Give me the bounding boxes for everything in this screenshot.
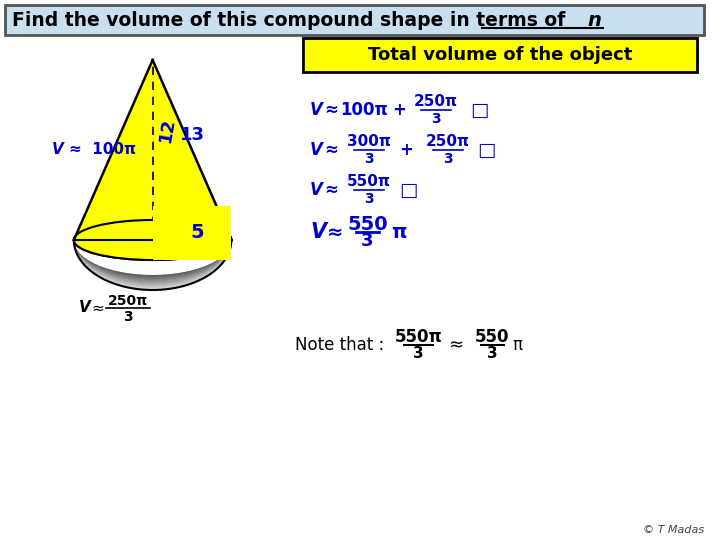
Polygon shape bbox=[74, 240, 231, 284]
Text: π: π bbox=[391, 222, 406, 241]
Polygon shape bbox=[74, 240, 231, 281]
FancyBboxPatch shape bbox=[303, 38, 697, 72]
Text: ≈: ≈ bbox=[91, 300, 104, 315]
Text: V: V bbox=[78, 300, 91, 315]
Polygon shape bbox=[74, 240, 231, 283]
Polygon shape bbox=[74, 240, 231, 278]
Text: 3: 3 bbox=[413, 347, 424, 361]
Text: π: π bbox=[512, 336, 522, 354]
Text: 3: 3 bbox=[444, 152, 453, 166]
Polygon shape bbox=[74, 240, 231, 286]
Text: V: V bbox=[310, 181, 323, 199]
Polygon shape bbox=[74, 240, 231, 289]
Polygon shape bbox=[74, 240, 231, 287]
Polygon shape bbox=[74, 240, 231, 279]
Text: 550: 550 bbox=[347, 214, 387, 233]
Text: ≈: ≈ bbox=[327, 222, 343, 241]
Text: 550: 550 bbox=[475, 328, 510, 346]
Text: 300π: 300π bbox=[347, 134, 391, 150]
Polygon shape bbox=[74, 240, 231, 277]
Polygon shape bbox=[74, 240, 231, 282]
Text: □: □ bbox=[477, 140, 496, 159]
Polygon shape bbox=[74, 240, 231, 285]
Polygon shape bbox=[74, 240, 231, 280]
Text: +: + bbox=[392, 101, 406, 119]
Ellipse shape bbox=[74, 220, 231, 260]
Polygon shape bbox=[74, 240, 231, 284]
Text: 13: 13 bbox=[180, 126, 205, 144]
FancyBboxPatch shape bbox=[5, 5, 704, 35]
Text: V: V bbox=[310, 141, 323, 159]
Text: 3: 3 bbox=[364, 152, 374, 166]
Text: 3: 3 bbox=[364, 192, 374, 206]
Text: ≈: ≈ bbox=[324, 181, 338, 199]
Text: 3: 3 bbox=[431, 112, 441, 126]
Text: 550π: 550π bbox=[395, 328, 442, 346]
Text: □: □ bbox=[399, 180, 417, 199]
Polygon shape bbox=[74, 240, 231, 282]
Text: ≈  100π: ≈ 100π bbox=[69, 143, 136, 158]
Text: 250π: 250π bbox=[426, 134, 470, 150]
Text: 550π: 550π bbox=[347, 174, 391, 190]
Text: Total volume of the object: Total volume of the object bbox=[368, 46, 632, 64]
Polygon shape bbox=[74, 240, 231, 281]
Polygon shape bbox=[74, 240, 231, 276]
Ellipse shape bbox=[74, 220, 231, 260]
Text: □: □ bbox=[471, 100, 489, 119]
Text: 250π: 250π bbox=[108, 294, 148, 308]
Polygon shape bbox=[74, 240, 231, 280]
Polygon shape bbox=[74, 240, 231, 285]
Polygon shape bbox=[74, 240, 231, 286]
Polygon shape bbox=[74, 240, 231, 276]
Text: 5: 5 bbox=[190, 224, 204, 242]
Text: ≈: ≈ bbox=[324, 141, 338, 159]
Text: Note that :: Note that : bbox=[295, 336, 384, 354]
Text: 3: 3 bbox=[361, 232, 374, 250]
FancyBboxPatch shape bbox=[153, 206, 231, 260]
Text: n: n bbox=[588, 10, 602, 30]
Polygon shape bbox=[74, 240, 231, 289]
Text: ≈: ≈ bbox=[324, 101, 338, 119]
Text: V: V bbox=[53, 143, 64, 158]
Text: © T Madas: © T Madas bbox=[643, 525, 704, 535]
Polygon shape bbox=[74, 240, 231, 279]
Text: 12: 12 bbox=[156, 116, 179, 144]
Text: 3: 3 bbox=[123, 310, 132, 324]
Text: V: V bbox=[310, 222, 326, 242]
Text: +: + bbox=[399, 141, 413, 159]
Polygon shape bbox=[74, 240, 231, 275]
Polygon shape bbox=[74, 240, 231, 290]
Text: 3: 3 bbox=[487, 347, 498, 361]
Text: Find the volume of this compound shape in terms of: Find the volume of this compound shape i… bbox=[12, 10, 572, 30]
Polygon shape bbox=[74, 240, 231, 288]
Polygon shape bbox=[74, 240, 231, 280]
Text: 250π: 250π bbox=[414, 94, 458, 110]
Polygon shape bbox=[74, 240, 231, 287]
Polygon shape bbox=[74, 240, 231, 278]
Polygon shape bbox=[74, 240, 231, 287]
Polygon shape bbox=[74, 60, 231, 240]
Text: V: V bbox=[310, 101, 323, 119]
Text: 100π: 100π bbox=[340, 101, 387, 119]
Text: ≈: ≈ bbox=[448, 336, 463, 354]
Polygon shape bbox=[74, 240, 231, 288]
